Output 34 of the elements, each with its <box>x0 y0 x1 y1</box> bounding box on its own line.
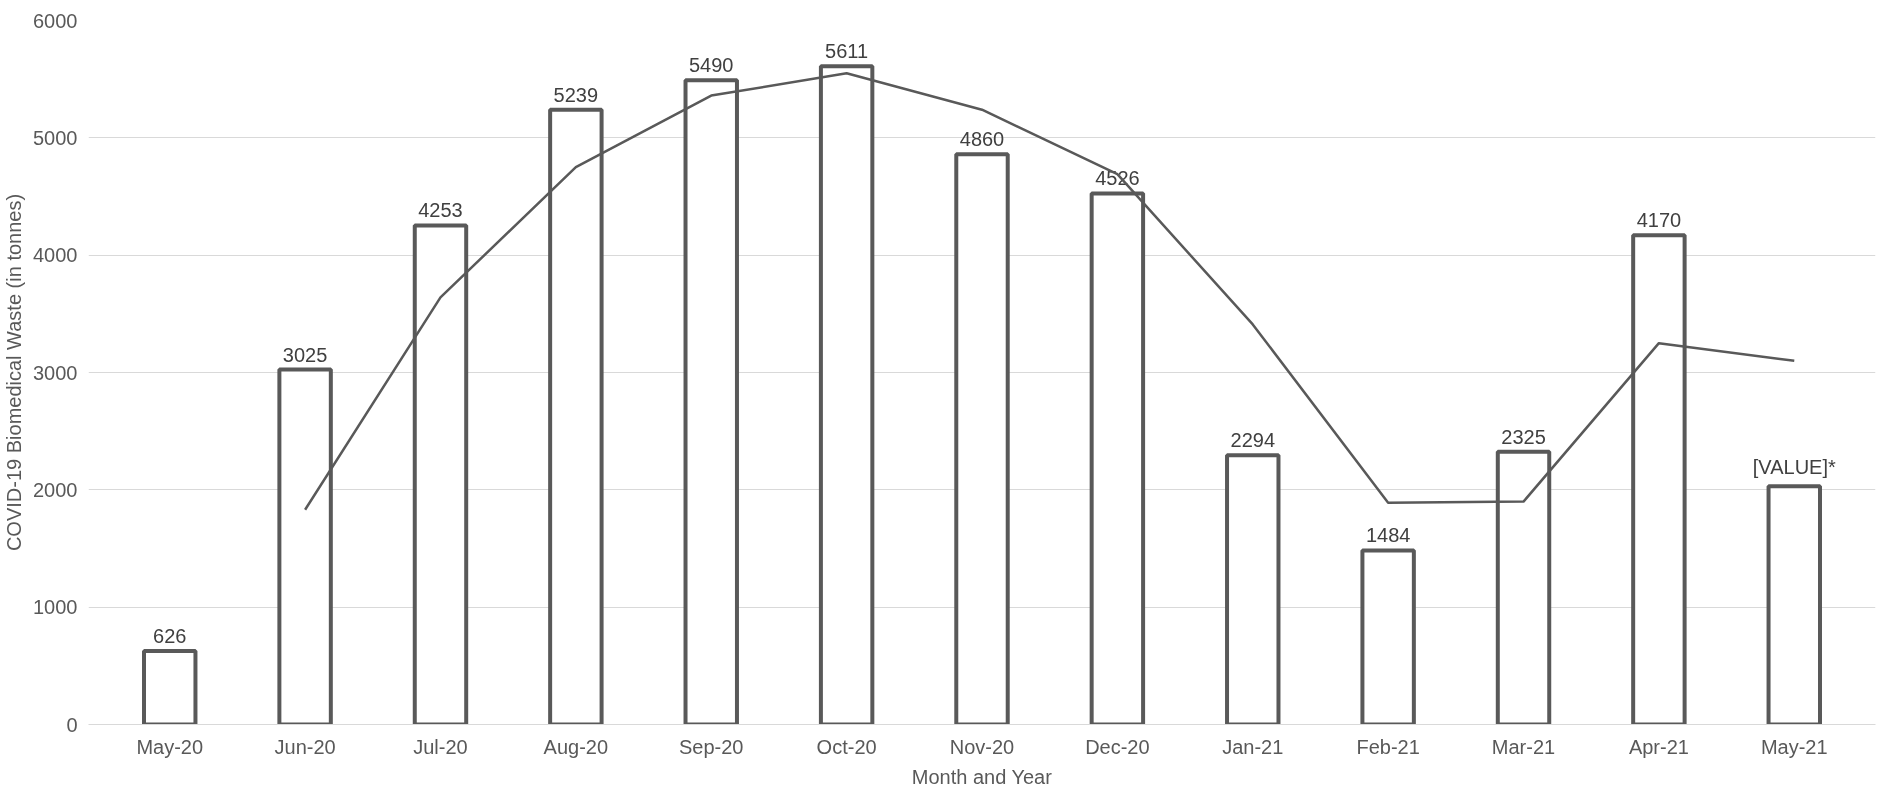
y-tick-label: 0 <box>66 713 78 736</box>
data-label: 4860 <box>959 128 1005 151</box>
x-tick-label: Jun-20 <box>274 735 336 758</box>
data-label: 3025 <box>282 343 328 366</box>
data-label: 5611 <box>825 40 869 63</box>
data-label: 2325 <box>1501 425 1546 448</box>
data-label: 5490 <box>689 54 734 77</box>
x-tick-label: Dec-20 <box>1085 735 1150 758</box>
x-tick-label: Nov-20 <box>949 735 1015 758</box>
y-tick-label: 5000 <box>33 126 78 149</box>
y-tick-label: 4000 <box>33 244 78 267</box>
y-axis-title: COVID-19 Biomedical Waste (in tonnes) <box>3 193 26 552</box>
data-label: 5239 <box>553 83 599 106</box>
x-tick-label: Jul-20 <box>413 735 468 758</box>
y-tick-label: 2000 <box>33 478 78 501</box>
x-tick-label: May-20 <box>136 735 204 758</box>
data-label: 4253 <box>418 199 463 222</box>
data-label: [VALUE]* <box>1752 456 1836 479</box>
x-tick-label: Sep-20 <box>679 735 744 758</box>
x-tick-label: Feb-21 <box>1356 735 1420 758</box>
x-tick-label: Oct-20 <box>816 735 877 758</box>
x-tick-label: Jan-21 <box>1222 735 1284 758</box>
x-axis-title: Month and Year <box>911 765 1053 788</box>
y-tick-label: 1000 <box>33 596 78 619</box>
x-tick-label: May-21 <box>1760 735 1828 758</box>
data-label: 1484 <box>1365 524 1411 547</box>
y-tick-label: 3000 <box>33 361 78 384</box>
data-label: 2294 <box>1230 429 1276 452</box>
y-tick-label: 6000 <box>33 9 78 32</box>
x-tick-label: Apr-21 <box>1628 735 1689 758</box>
x-tick-label: Mar-21 <box>1491 735 1556 758</box>
data-label: 626 <box>153 625 187 648</box>
data-label: 4170 <box>1636 209 1682 232</box>
x-tick-label: Aug-20 <box>543 735 609 758</box>
